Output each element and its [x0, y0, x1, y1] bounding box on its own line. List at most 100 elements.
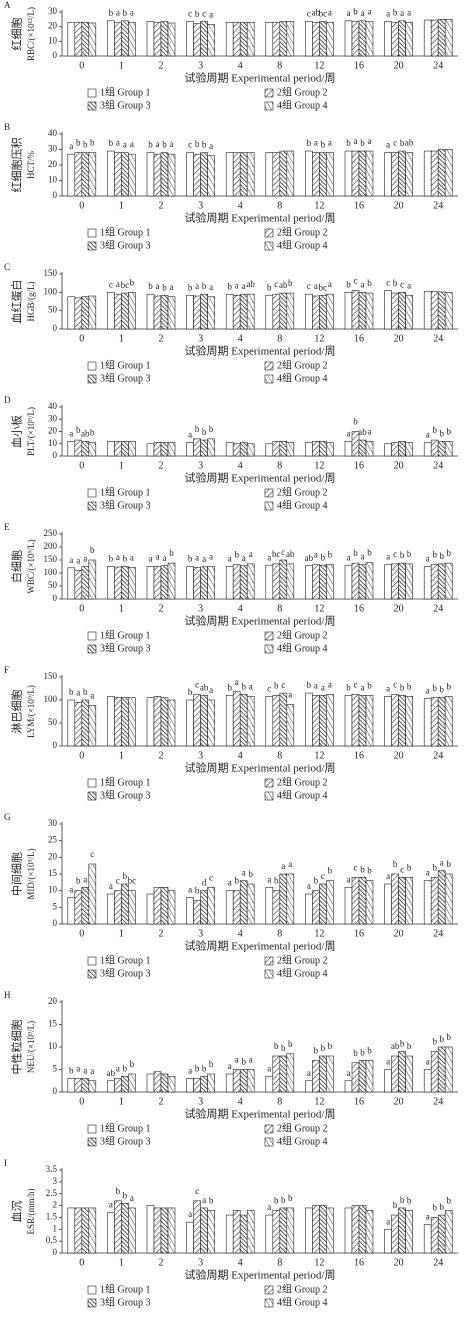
bar [358, 1205, 367, 1254]
significance-letter: a [426, 1212, 430, 1222]
legend-label: 3组 Group 3 [100, 1295, 151, 1308]
bar [246, 21, 255, 57]
bar [81, 887, 90, 925]
x-tick-label: 16 [354, 460, 364, 471]
x-tick-label: 8 [277, 1096, 282, 1107]
bar [444, 1046, 453, 1093]
significance-letter: c [354, 862, 358, 872]
significance-letter: b [360, 138, 365, 148]
x-tick-label: 4 [238, 60, 243, 71]
bar [160, 697, 169, 747]
y-tick-label: 10 [48, 1041, 58, 1051]
bar [344, 20, 353, 57]
bar [167, 153, 176, 197]
legend-swatch [87, 88, 97, 98]
significance-letter: b [288, 278, 293, 288]
significance-letter: a [123, 140, 127, 150]
significance-letter: b [90, 138, 95, 148]
bar [312, 564, 320, 600]
x-tick-label: 12 [314, 928, 324, 939]
bar [128, 292, 136, 330]
significance-letter: a [69, 428, 73, 438]
x-tick-label: 2 [159, 60, 164, 71]
bar [265, 1075, 274, 1093]
panel-letter: A [4, 0, 11, 10]
bar [232, 691, 241, 747]
significance-letter: b [202, 281, 207, 291]
bar [81, 440, 90, 457]
bar [279, 559, 288, 600]
significance-letter: b [439, 551, 444, 561]
legend-label: 1组 Group 1 [100, 1282, 151, 1295]
significance-letter: a [400, 8, 404, 18]
legend-label: 1组 Group 1 [100, 225, 151, 238]
bar [423, 442, 432, 457]
bar [398, 292, 406, 330]
bar [365, 440, 374, 457]
significance-letter: b [432, 683, 437, 693]
y-axis-label: WBC/(×10⁹/L) [26, 539, 36, 593]
panel-letter: G [4, 812, 11, 822]
bar [265, 294, 274, 330]
legend-swatch [264, 361, 274, 371]
significance-letter: b [328, 1041, 333, 1051]
y-axis-label: HCT/% [26, 150, 36, 179]
legend-label: 3组 Group 3 [100, 641, 151, 654]
y-tick-label: 15 [48, 1019, 58, 1029]
legend-label: 3组 Group 3 [100, 1134, 151, 1147]
legend-label: 4组 Group 4 [277, 1295, 328, 1308]
x-tick-label: 16 [354, 1096, 364, 1107]
significance-letter: c [400, 864, 404, 874]
bar [312, 21, 320, 57]
significance-letter: b [123, 8, 128, 18]
bar [437, 19, 446, 57]
significance-letter: c [90, 849, 94, 859]
bar [225, 1214, 234, 1254]
bar [398, 20, 406, 57]
significance-letter: b [69, 1066, 74, 1076]
bar [160, 442, 169, 457]
bar [437, 1214, 446, 1254]
x-tick-label: 20 [394, 603, 404, 614]
significance-letter: b [367, 1046, 372, 1056]
y-tick-label: 10 [48, 438, 58, 448]
significance-letter: b [274, 876, 279, 886]
bar [430, 1051, 439, 1093]
significance-letter: b [188, 687, 193, 697]
bar [351, 1205, 360, 1254]
bar [107, 292, 115, 330]
bar [246, 1210, 255, 1254]
x-tick-label: 0 [79, 200, 84, 211]
x-tick-label: 16 [354, 1257, 364, 1268]
legend-swatch [87, 1137, 97, 1147]
significance-letter: a [156, 139, 160, 149]
x-tick-label: 0 [79, 1257, 84, 1268]
significance-letter: a [288, 859, 292, 869]
y-tick-label: 0 [53, 740, 58, 750]
significance-letter: b [446, 426, 451, 436]
y-axis-label: ESR/(mm/h) [26, 1188, 36, 1234]
bar [107, 150, 115, 197]
x-tick-label: 4 [238, 333, 243, 344]
significance-letter: b [360, 1048, 365, 1058]
significance-letter: a [361, 279, 365, 289]
significance-letter: b [321, 140, 326, 150]
x-tick-label: 1 [119, 928, 124, 939]
bar [351, 694, 360, 747]
significance-letter: c [274, 279, 278, 289]
x-tick-label: 2 [159, 1096, 164, 1107]
y-tick-label: 30 [48, 144, 58, 154]
y-tick-label: 0 [53, 1086, 58, 1096]
bar [146, 697, 155, 747]
significance-letter: b [439, 1034, 444, 1044]
bar [405, 563, 413, 600]
x-tick-label: 1 [119, 460, 124, 471]
significance-letter: c [386, 278, 390, 288]
bar [74, 152, 83, 197]
bar [146, 1073, 155, 1093]
bar [272, 440, 281, 457]
bar [128, 21, 136, 57]
bar [365, 880, 374, 925]
significance-letter: b [148, 140, 153, 150]
bar [265, 564, 274, 600]
